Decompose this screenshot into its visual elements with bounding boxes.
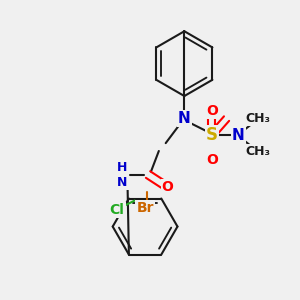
Text: O: O — [162, 180, 174, 194]
Text: Br: Br — [136, 201, 154, 215]
Text: Cl: Cl — [110, 203, 124, 218]
Text: CH₃: CH₃ — [245, 112, 271, 125]
Text: H
N: H N — [117, 160, 128, 188]
Text: CH₃: CH₃ — [245, 146, 271, 158]
Text: O: O — [206, 153, 218, 167]
Text: N: N — [232, 128, 245, 143]
Text: S: S — [206, 126, 218, 144]
Text: N: N — [178, 111, 191, 126]
Text: O: O — [206, 104, 218, 118]
